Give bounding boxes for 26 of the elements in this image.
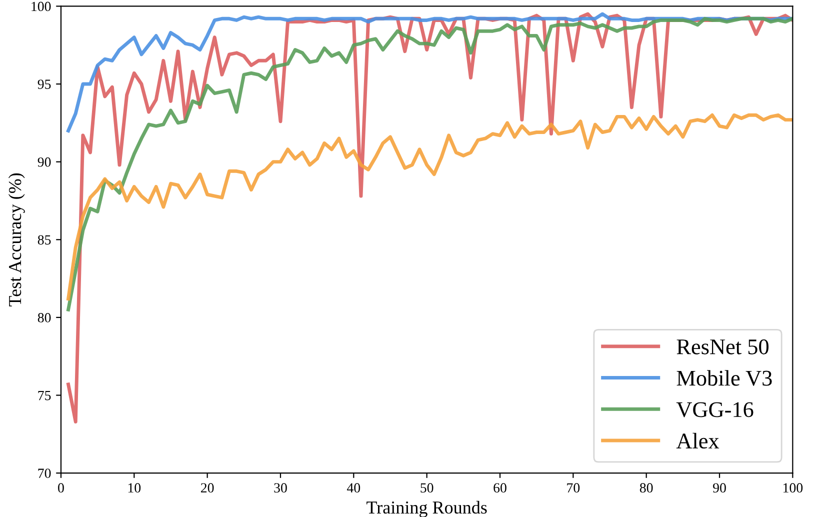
- x-tick-label: 10: [128, 483, 141, 493]
- legend-label: Alex: [676, 432, 720, 449]
- x-tick-label: 60: [494, 483, 506, 493]
- line-series: [66, 16, 793, 312]
- x-axis-title: Training Rounds: [366, 500, 487, 517]
- x-tick-label: 40: [346, 483, 360, 493]
- x-tick-label: 70: [567, 483, 580, 493]
- y-tick-label: 90: [38, 157, 51, 167]
- y-tick-label: 70: [38, 468, 51, 478]
- legend-label: Mobile V3: [676, 370, 772, 386]
- x-tick-label: 30: [274, 483, 287, 493]
- y-tick-label: 95: [38, 80, 51, 89]
- x-tick-label: 20: [200, 483, 214, 493]
- y-tick-label: 75: [38, 390, 51, 400]
- y-tick-label: 80: [38, 313, 51, 322]
- y-axis-title: Test Accuracy (%): [8, 173, 25, 306]
- y-tick-label: 100: [32, 2, 51, 12]
- line-series: [66, 113, 793, 300]
- legend-label: ResNet 50: [676, 339, 769, 354]
- x-tick-label: 90: [713, 483, 726, 493]
- x-tick-label: 0: [58, 483, 64, 493]
- x-tick-label: 50: [420, 483, 434, 493]
- x-tick-label: 80: [640, 483, 653, 493]
- legend-label: VGG-16: [676, 402, 754, 418]
- y-tick-label: 85: [38, 235, 51, 245]
- x-tick-label: 100: [783, 483, 803, 493]
